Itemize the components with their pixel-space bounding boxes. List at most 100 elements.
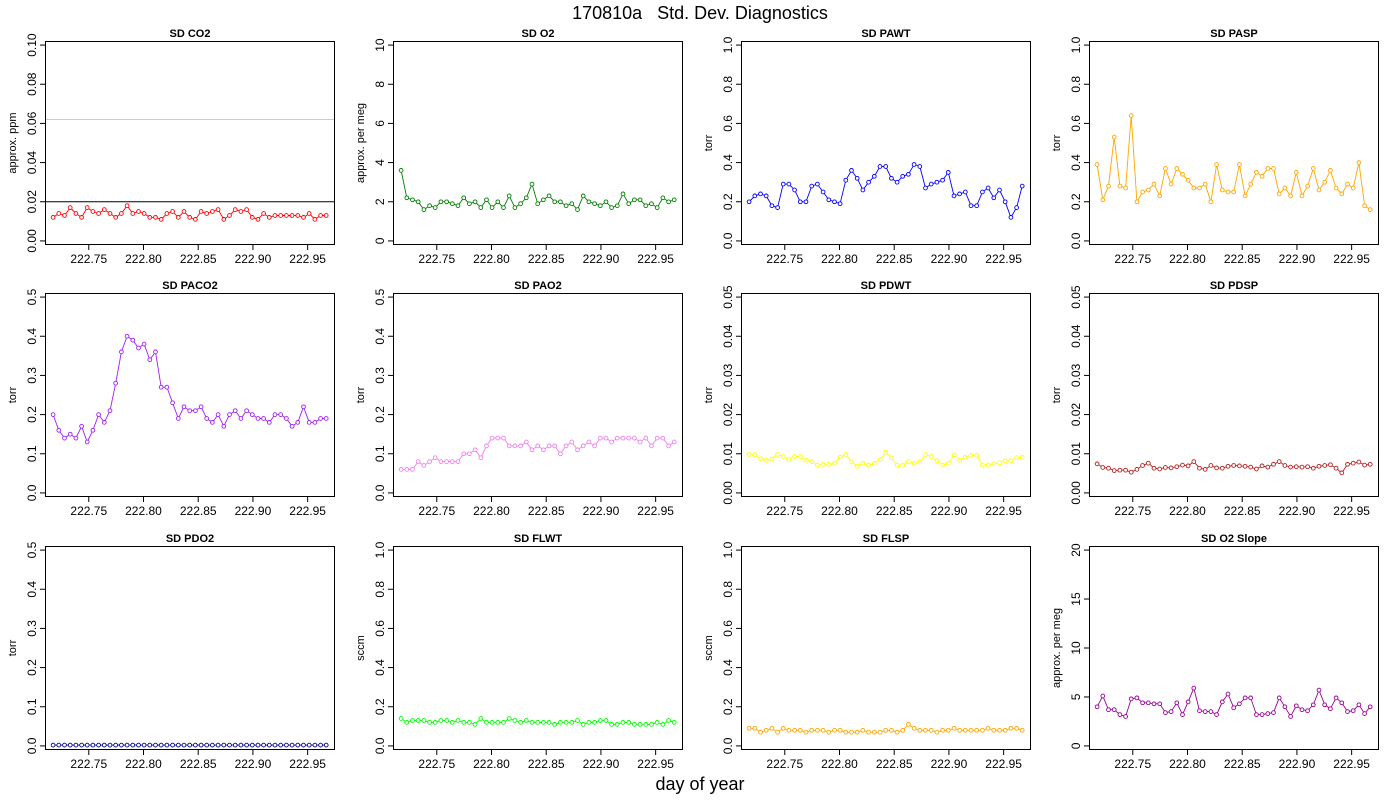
data-point — [1180, 712, 1185, 717]
data-point — [113, 380, 119, 386]
y-tick-label: 0.0 — [1069, 232, 1083, 249]
data-point — [614, 203, 620, 209]
data-point — [980, 462, 985, 468]
data-point — [506, 443, 512, 449]
x-tick-label: 222.75 — [766, 757, 803, 771]
data-point — [1362, 203, 1367, 209]
data-point — [124, 333, 130, 339]
y-axis-label: torr — [7, 639, 19, 656]
data-point — [643, 203, 649, 209]
plot-frame — [393, 41, 683, 245]
y-tick-label: 0.01 — [1069, 442, 1083, 466]
plot-frame — [741, 41, 1031, 245]
data-point — [193, 742, 198, 748]
series-line — [1096, 115, 1371, 210]
data-point — [934, 458, 940, 464]
data-point — [1299, 193, 1305, 199]
data-point — [889, 727, 894, 733]
data-point — [255, 217, 261, 222]
data-point — [56, 742, 62, 748]
data-point — [923, 185, 928, 191]
data-point — [609, 439, 614, 445]
y-axis-label: torr — [7, 386, 19, 403]
data-point — [769, 203, 775, 209]
panel-title: SD PASP — [1210, 28, 1257, 40]
data-point — [1328, 706, 1333, 712]
data-point — [141, 742, 147, 748]
data-point — [523, 195, 529, 201]
data-point — [752, 193, 758, 199]
x-tick-label: 222.80 — [1169, 757, 1206, 771]
data-point — [272, 213, 278, 218]
y-tick-label: 0.6 — [721, 620, 735, 637]
data-point — [597, 435, 603, 441]
data-point — [467, 720, 472, 725]
x-tick-label: 222.80 — [125, 252, 162, 266]
data-point — [575, 718, 580, 723]
data-point — [432, 205, 438, 210]
data-point — [215, 742, 221, 748]
data-point — [643, 722, 649, 727]
data-point — [255, 416, 261, 421]
data-point — [889, 455, 894, 461]
data-point — [1259, 173, 1265, 179]
data-point — [1128, 696, 1134, 702]
y-tick-label: 0.1 — [373, 445, 387, 462]
data-point — [980, 189, 985, 195]
x-tick-label: 222.75 — [418, 757, 455, 771]
data-point — [1248, 181, 1254, 187]
data-point — [449, 459, 455, 464]
data-point — [210, 209, 215, 214]
data-point — [854, 729, 860, 735]
x-tick-label: 222.90 — [1279, 504, 1316, 518]
data-point — [523, 439, 529, 445]
y-tick-label: 0.2 — [373, 698, 387, 715]
panel-title: SD FLSP — [863, 533, 909, 545]
data-point — [1282, 185, 1288, 191]
data-point — [1214, 465, 1219, 471]
data-point — [467, 201, 472, 207]
x-tick-label: 222.75 — [70, 252, 107, 266]
data-point — [1254, 466, 1259, 472]
panel-title: SD PDWT — [861, 280, 912, 292]
data-point — [1265, 711, 1271, 716]
data-point — [1117, 183, 1123, 189]
data-point — [62, 742, 67, 748]
panel-title: SD O2 Slope — [1201, 533, 1267, 545]
data-point — [238, 209, 244, 214]
data-point — [894, 179, 900, 185]
panel-sd-pdwt: SD PDWT torr 222.75 222.80 222.85 222.90 222.9… — [703, 280, 1031, 518]
data-point — [541, 447, 546, 453]
data-point — [96, 211, 101, 216]
data-point — [284, 213, 289, 218]
y-tick-label: 0.05 — [721, 285, 735, 309]
y-tick-label: 0.2 — [721, 698, 735, 715]
data-point — [1231, 463, 1237, 468]
y-tick-label: 0.02 — [721, 403, 735, 427]
data-point — [1316, 463, 1322, 469]
data-point — [934, 179, 940, 185]
data-point — [1123, 714, 1128, 719]
data-point — [153, 215, 158, 220]
panel-sd-co2: SD CO2 approx. ppm 222.75 222.80 222.85 222.9… — [7, 28, 335, 266]
data-point — [786, 457, 792, 462]
y-axis-label: torr — [1051, 386, 1063, 403]
data-point — [147, 742, 153, 748]
y-axis-label: torr — [355, 386, 367, 403]
y-axis-label: approx. ppm — [7, 112, 19, 173]
data-point — [1185, 463, 1191, 469]
data-point — [101, 207, 107, 212]
data-point — [1225, 463, 1231, 469]
data-point — [552, 722, 558, 727]
y-tick-label: 15 — [1069, 592, 1083, 606]
data-point — [158, 217, 164, 222]
data-point — [62, 435, 67, 441]
data-point — [837, 201, 843, 207]
data-point — [1002, 199, 1008, 205]
data-point — [1345, 461, 1350, 467]
panel-sd-pdsp: SD PDSP torr 222.75 222.80 222.85 222.90 222.9… — [1051, 280, 1379, 518]
data-point — [597, 718, 603, 723]
data-point — [1333, 185, 1339, 191]
data-point — [951, 193, 957, 199]
data-point — [261, 742, 266, 748]
